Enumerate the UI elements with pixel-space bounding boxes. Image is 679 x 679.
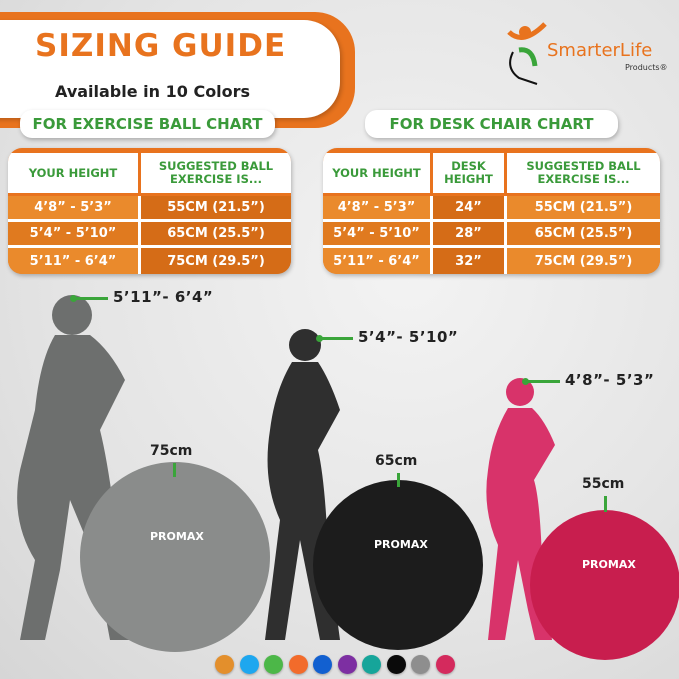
ball-65cm bbox=[313, 480, 483, 650]
cell: 75CM (29.5”) bbox=[141, 248, 291, 274]
ball-75cm bbox=[80, 462, 270, 652]
table-row: 4’8” - 5’3” 24” 55CM (21.5”) bbox=[323, 196, 660, 222]
exercise-chart-label: FOR EXERCISE BALL CHART bbox=[20, 110, 275, 138]
cell: 55CM (21.5”) bbox=[141, 196, 291, 222]
logo: SmarterLife Products® bbox=[505, 18, 670, 88]
color-swatch bbox=[239, 655, 259, 674]
logo-name: SmarterLife bbox=[547, 40, 653, 61]
ball-size-label: 65cm bbox=[375, 453, 418, 469]
height-marker-line bbox=[526, 380, 560, 383]
cell: 5’11” - 6’4” bbox=[8, 248, 141, 274]
cell: 24” bbox=[433, 196, 507, 222]
page-subtitle: Available in 10 Colors bbox=[55, 82, 251, 101]
desk-chart-label: FOR DESK CHAIR CHART bbox=[365, 110, 618, 138]
logo-sub: Products® bbox=[625, 63, 668, 72]
color-swatch bbox=[411, 655, 430, 674]
height-marker-dot bbox=[522, 378, 529, 385]
ball-size-label: 55cm bbox=[582, 476, 625, 492]
header-cell: SUGGESTED BALL EXERCISE IS... bbox=[507, 153, 660, 196]
ball-brand-75: PROMAX bbox=[150, 530, 204, 543]
table-row: 5’4” - 5’10” 65CM (25.5”) bbox=[8, 222, 291, 248]
height-marker-dot bbox=[316, 335, 323, 342]
ball-marker-line bbox=[604, 496, 607, 512]
page-title: SIZING GUIDE bbox=[35, 28, 287, 64]
cell: 65CM (25.5”) bbox=[141, 222, 291, 248]
color-swatch bbox=[313, 655, 332, 674]
height-label-tall: 5’11”- 6’4” bbox=[113, 288, 214, 306]
header-cell: YOUR HEIGHT bbox=[8, 153, 141, 196]
cell: 4’8” - 5’3” bbox=[323, 196, 433, 222]
ball-size-label: 75cm bbox=[150, 443, 193, 459]
cell: 28” bbox=[433, 222, 507, 248]
desk-chart-table: YOUR HEIGHT DESK HEIGHT SUGGESTED BALL E… bbox=[323, 148, 660, 274]
exercise-chart-table: YOUR HEIGHT SUGGESTED BALL EXERCISE IS..… bbox=[8, 148, 291, 274]
cell: 4’8” - 5’3” bbox=[8, 196, 141, 222]
header-cell: SUGGESTED BALL EXERCISE IS... bbox=[141, 153, 291, 196]
cell: 65CM (25.5”) bbox=[507, 222, 660, 248]
cell: 5’4” - 5’10” bbox=[323, 222, 433, 248]
color-swatch bbox=[215, 655, 234, 674]
header-cell: YOUR HEIGHT bbox=[323, 153, 433, 196]
table-row: 4’8” - 5’3” 55CM (21.5”) bbox=[8, 196, 291, 222]
height-marker-line bbox=[74, 297, 108, 300]
cell: 75CM (29.5”) bbox=[507, 248, 660, 274]
cell: 5’4” - 5’10” bbox=[8, 222, 141, 248]
table-row: 5’11” - 6’4” 75CM (29.5”) bbox=[8, 248, 291, 274]
header-cell: DESK HEIGHT bbox=[433, 153, 507, 196]
height-marker-line bbox=[320, 337, 353, 340]
header-banner bbox=[0, 20, 340, 118]
cell: 5’11” - 6’4” bbox=[323, 248, 433, 274]
ball-marker-line bbox=[173, 463, 176, 477]
table-row: 5’4” - 5’10” 28” 65CM (25.5”) bbox=[323, 222, 660, 248]
ball-marker-line bbox=[397, 473, 400, 487]
color-swatch bbox=[362, 655, 381, 674]
ball-55cm bbox=[530, 510, 679, 660]
height-marker-dot bbox=[70, 295, 77, 302]
color-swatch bbox=[435, 655, 455, 674]
table-header: YOUR HEIGHT SUGGESTED BALL EXERCISE IS..… bbox=[8, 153, 291, 196]
ball-brand-55: PROMAX bbox=[582, 558, 636, 571]
table-row: 5’11” - 6’4” 32” 75CM (29.5”) bbox=[323, 248, 660, 274]
table-header: YOUR HEIGHT DESK HEIGHT SUGGESTED BALL E… bbox=[323, 153, 660, 196]
color-swatch bbox=[288, 655, 308, 674]
cell: 32” bbox=[433, 248, 507, 274]
height-label-short: 4’8”- 5’3” bbox=[565, 371, 655, 389]
ball-brand-65: PROMAX bbox=[374, 538, 428, 551]
color-swatch bbox=[337, 655, 357, 674]
cell: 55CM (21.5”) bbox=[507, 196, 660, 222]
color-swatch bbox=[386, 655, 406, 674]
logo-figure-icon bbox=[507, 22, 547, 85]
color-swatch bbox=[264, 655, 283, 674]
height-label-medium: 5’4”- 5’10” bbox=[358, 328, 459, 346]
